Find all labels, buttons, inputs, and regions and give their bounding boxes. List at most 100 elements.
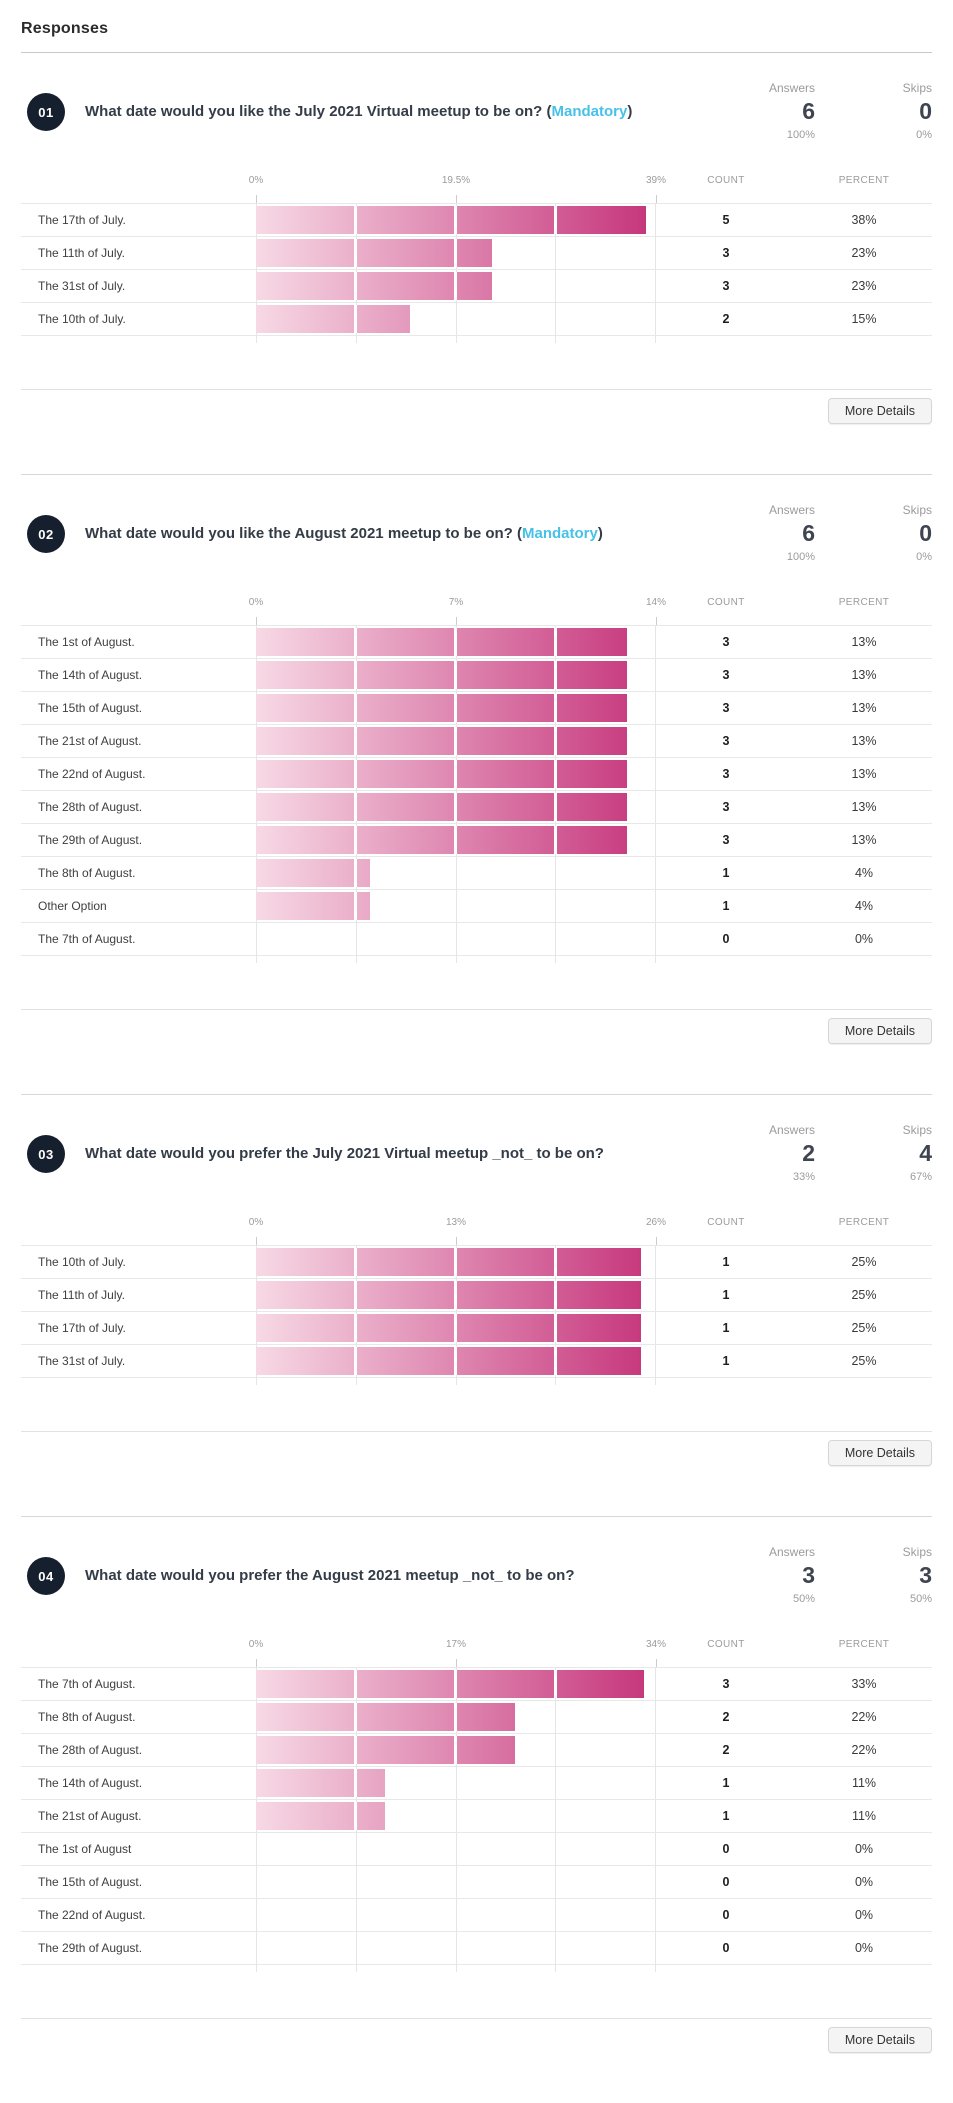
answer-row: The 28th of August. 3 13% [21, 790, 932, 823]
bar-cell [256, 270, 656, 302]
question-header: 03 What date would you prefer the July 2… [21, 1123, 932, 1185]
answer-bar [256, 1736, 515, 1764]
more-details-button[interactable]: More Details [827, 1018, 932, 1044]
axis-tick [256, 1237, 257, 1245]
bar-cell [256, 1734, 656, 1766]
bar-cell [256, 303, 656, 335]
answer-label: The 29th of August. [38, 833, 143, 847]
count-value: 2 [722, 1710, 730, 1724]
answer-row: The 17th of July. 5 38% [21, 203, 932, 236]
percent-value: 22% [851, 1743, 877, 1757]
answers-percent: 100% [786, 551, 815, 563]
answer-row: The 7th of August. 3 33% [21, 1667, 932, 1700]
chart-axis: 0% 19.5% 39% [249, 175, 666, 203]
skips-value: 0 [919, 520, 932, 546]
count-value: 0 [722, 1842, 730, 1856]
count-value: 3 [722, 701, 730, 715]
bar-cell [256, 692, 656, 724]
bar-cell [256, 1345, 656, 1377]
bar-cell [256, 791, 656, 823]
answer-label: The 8th of August. [38, 866, 136, 880]
question-number: 02 [38, 526, 54, 542]
bar-segment-gap [454, 760, 458, 788]
skips-percent: 0% [916, 551, 932, 563]
axis-tick [656, 1237, 657, 1245]
chart-axis: 0% 17% 34% [249, 1639, 666, 1667]
bar-cell [256, 923, 656, 955]
answer-label: The 28th of August. [38, 800, 143, 814]
axis-tick [456, 195, 457, 203]
count-value: 3 [722, 635, 730, 649]
bar-cell [256, 1246, 656, 1278]
more-details-button[interactable]: More Details [827, 1440, 932, 1466]
percent-value: 13% [851, 701, 877, 715]
answer-bar [256, 1670, 645, 1698]
bar-cell [256, 626, 656, 658]
more-details-button[interactable]: More Details [827, 2027, 932, 2053]
answer-bar [256, 1248, 641, 1276]
mandatory-suffix: ) [597, 525, 603, 542]
percent-value: 25% [851, 1288, 877, 1302]
count-value: 1 [722, 866, 730, 880]
percent-header: PERCENT [838, 1217, 890, 1228]
mandatory-label: Mandatory [521, 525, 598, 542]
question-section: 04 What date would you prefer the August… [21, 1516, 932, 2103]
count-value: 0 [722, 932, 730, 946]
bar-cell [256, 1767, 656, 1799]
percent-value: 0% [854, 932, 874, 946]
bar-segment-gap [354, 1670, 358, 1698]
answer-row: The 21st of August. 1 11% [21, 1799, 932, 1832]
answer-row: The 22nd of August. 3 13% [21, 757, 932, 790]
count-value: 3 [722, 668, 730, 682]
question-header: 04 What date would you prefer the August… [21, 1545, 932, 1607]
bar-segment-gap [554, 1347, 558, 1375]
bar-segment-gap [354, 826, 358, 854]
answer-bar [256, 1347, 641, 1375]
bar-segment-gap [354, 206, 358, 234]
question-section: 03 What date would you prefer the July 2… [21, 1094, 932, 1516]
answer-label: The 7th of August. [38, 1677, 136, 1691]
answer-bar [256, 1703, 515, 1731]
count-value: 1 [722, 1809, 730, 1823]
title-divider [21, 52, 932, 53]
answer-bar [256, 305, 410, 333]
percent-header: PERCENT [838, 1639, 890, 1650]
bar-segment-gap [554, 1670, 558, 1698]
bar-cell [256, 1312, 656, 1344]
answer-row: The 8th of August. 1 4% [21, 856, 932, 889]
answer-bar [256, 1314, 641, 1342]
count-value: 1 [722, 899, 730, 913]
more-details-row: More Details [21, 1440, 932, 1466]
count-value: 1 [722, 1354, 730, 1368]
question-title: What date would you like the July 2021 V… [85, 102, 652, 122]
percent-value: 23% [851, 279, 877, 293]
answer-label: The 8th of August. [38, 1710, 136, 1724]
question-stats: Answers 6 100% Skips 0 0% [715, 503, 932, 563]
answer-row: The 14th of August. 3 13% [21, 658, 932, 691]
answers-label: Answers [768, 81, 815, 95]
axis-label-min: 0% [248, 597, 264, 608]
percent-value: 0% [854, 1941, 874, 1955]
percent-value: 13% [851, 734, 877, 748]
percent-value: 22% [851, 1710, 877, 1724]
bar-segment-gap [554, 760, 558, 788]
axis-tick [456, 617, 457, 625]
more-details-button[interactable]: More Details [827, 398, 932, 424]
bar-segment-gap [354, 892, 358, 920]
axis-label-mid: 19.5% [441, 175, 471, 186]
bar-cell [256, 725, 656, 757]
answer-bar [256, 760, 628, 788]
bar-cell [256, 1932, 656, 1964]
answers-label: Answers [768, 1545, 815, 1559]
bar-cell [256, 204, 656, 236]
bar-cell [256, 1668, 656, 1700]
chart-gridlines [256, 1965, 656, 1972]
axis-label-max: 14% [645, 597, 667, 608]
percent-value: 33% [851, 1677, 877, 1691]
question-title: What date would you like the August 2021… [85, 524, 623, 544]
section-inner-divider [21, 389, 932, 390]
percent-value: 25% [851, 1354, 877, 1368]
answer-label: The 1st of August [38, 1842, 132, 1856]
question-title-text: What date would you like the July 2021 V… [85, 103, 547, 120]
count-header: COUNT [707, 175, 745, 186]
